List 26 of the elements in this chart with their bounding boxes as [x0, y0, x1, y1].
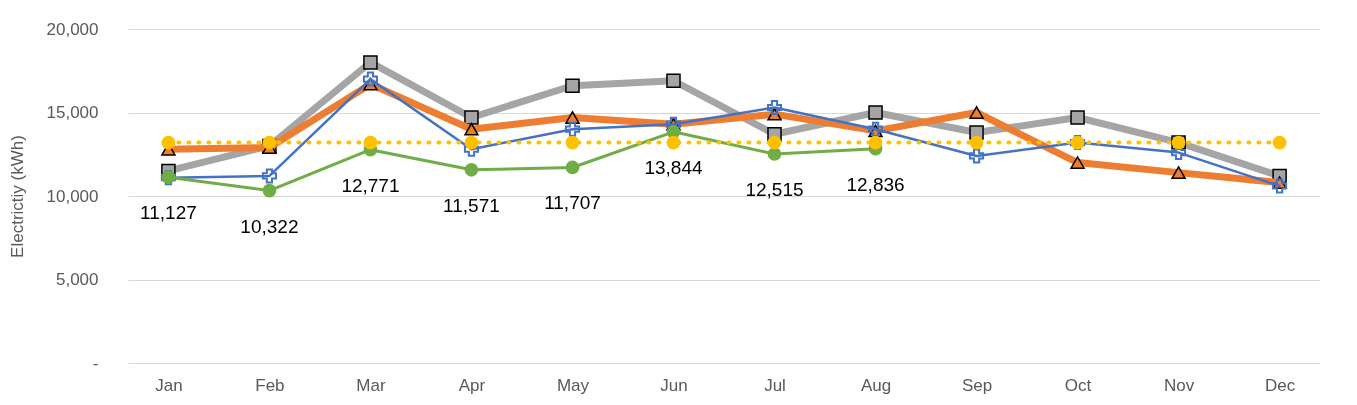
x-tick-label: Nov: [1163, 375, 1195, 395]
data-label: 11,571: [443, 194, 500, 216]
y-tick-label: 15,000: [46, 103, 99, 122]
x-tick-label: Aug: [860, 375, 892, 395]
x-tick-label: Jun: [660, 375, 688, 395]
data-label: 10,322: [240, 215, 299, 237]
x-tick-label: Apr: [458, 375, 486, 395]
x-tick-label: Sep: [961, 375, 993, 395]
y-tick-label: 10,000: [46, 186, 99, 206]
x-tick-label: Dec: [1264, 375, 1296, 395]
y-tick-label: 20,000: [46, 19, 99, 39]
data-label: 11,127: [140, 202, 197, 224]
x-tick-label: Jul: [764, 375, 786, 395]
x-tick-label: Feb: [255, 375, 285, 395]
x-tick-label: Oct: [1064, 375, 1092, 395]
x-tick-label: Mar: [356, 375, 386, 395]
data-label: 12,515: [745, 179, 804, 200]
y-tick-label: 5,000: [55, 270, 99, 289]
x-tick-label: May: [556, 375, 590, 395]
data-label: 12,771: [341, 174, 400, 196]
y-axis-title: Electrictiy (kWh): [7, 135, 27, 258]
data-label: 11,707: [544, 192, 601, 214]
x-tick-label: Jan: [155, 375, 183, 395]
data-label: 13,844: [644, 156, 703, 178]
data-label: 12,836: [846, 173, 905, 195]
y-tick-label: -: [92, 353, 99, 373]
